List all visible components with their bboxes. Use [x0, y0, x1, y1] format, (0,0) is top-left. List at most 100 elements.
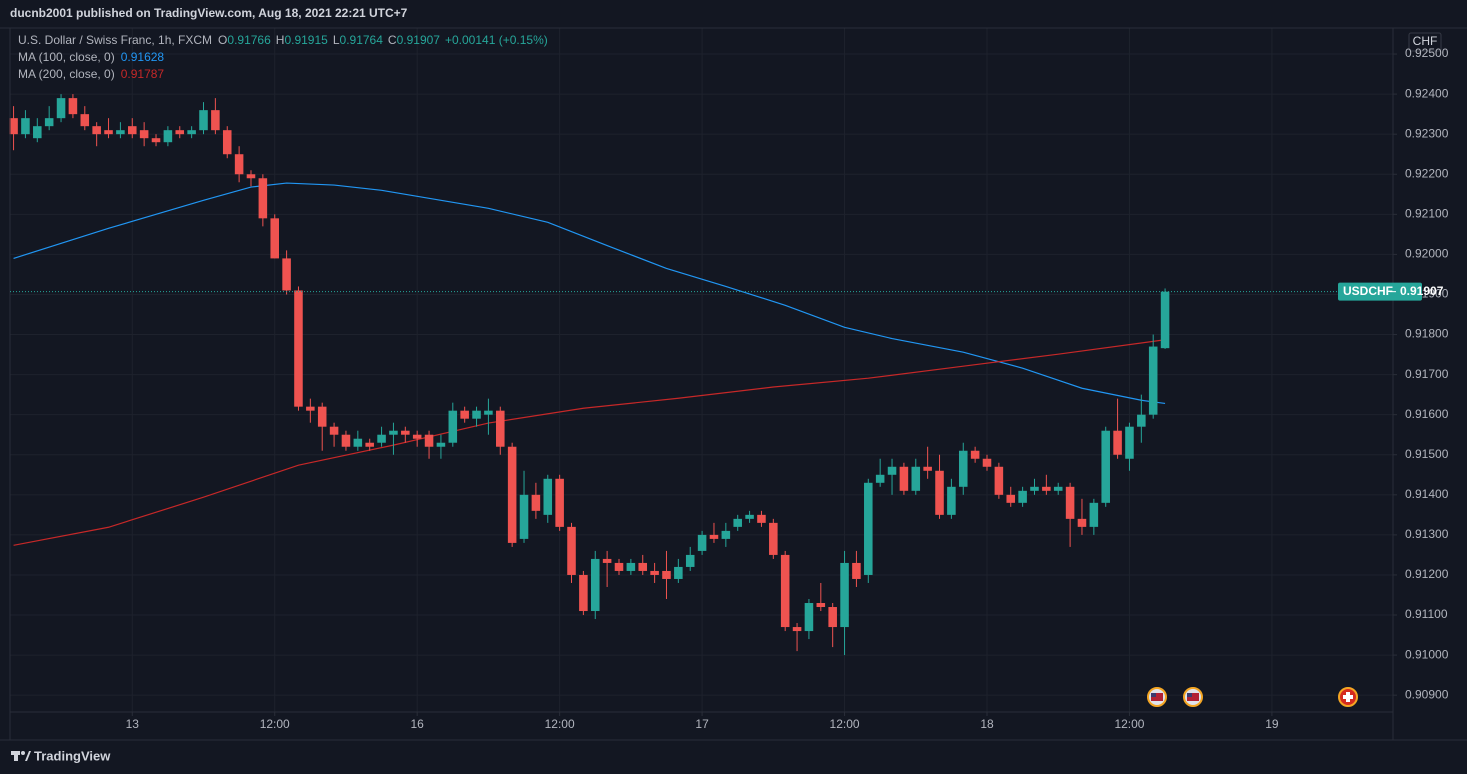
candle-body	[270, 218, 280, 259]
candle-body	[697, 534, 707, 551]
candle-body	[424, 434, 434, 447]
candle-body	[626, 562, 636, 571]
x-tick-label: 12:00	[260, 717, 290, 731]
footer-brand: TradingView	[34, 748, 111, 763]
candle-body	[804, 603, 814, 632]
x-tick-label: 18	[980, 717, 994, 731]
y-tick-label: 0.91000	[1405, 647, 1449, 661]
candle-body	[222, 130, 232, 155]
candle-body	[555, 478, 564, 527]
x-tick-label: 19	[1265, 717, 1279, 731]
x-tick-label: 16	[411, 717, 425, 731]
candle-body	[590, 558, 600, 612]
candle-body	[769, 522, 778, 555]
legend-value: 0.91787	[121, 67, 165, 81]
candle-body	[412, 434, 422, 439]
candle-body	[401, 430, 410, 435]
candle-body	[341, 434, 351, 447]
legend-value: 0.91628	[121, 50, 165, 64]
candle-body	[246, 174, 256, 179]
candle-body	[163, 130, 173, 143]
candle-body	[579, 574, 588, 612]
ma-line	[13, 182, 1166, 405]
y-tick-label: 0.92100	[1405, 206, 1449, 220]
symbol-title: U.S. Dollar / Swiss Franc, 1h, FXCM	[18, 33, 212, 47]
candle-body	[211, 110, 220, 131]
y-tick-label: 0.91200	[1405, 567, 1449, 581]
legend: U.S. Dollar / Swiss Franc, 1h, FXCM O 0.9…	[18, 33, 548, 81]
candle-body	[116, 130, 125, 135]
candle-body	[709, 534, 719, 539]
candle-body	[970, 450, 980, 459]
ma-lines	[13, 182, 1166, 546]
candle-body	[1065, 486, 1075, 519]
candle-body	[496, 410, 505, 447]
price-tag-value: 0.91907	[1400, 284, 1444, 298]
ohlc-label: O	[218, 33, 227, 47]
x-tick-label: 13	[126, 717, 140, 731]
candle-body	[614, 562, 624, 571]
event-icons	[1147, 687, 1358, 707]
candle-body	[472, 410, 481, 419]
candle-body	[780, 554, 790, 628]
x-tick-label: 12:00	[830, 717, 860, 731]
y-tick-label: 0.91600	[1405, 407, 1449, 421]
candle-body	[199, 110, 208, 131]
ohlc-label: H	[276, 33, 285, 47]
candle-body	[1125, 426, 1134, 459]
candle-body	[317, 406, 327, 427]
candle-body	[92, 126, 101, 135]
candle-body	[1101, 430, 1110, 503]
candle-body	[958, 450, 968, 487]
y-tick-label: 0.91100	[1405, 607, 1448, 621]
logo-part	[14, 751, 18, 761]
candle-body	[68, 98, 78, 115]
candle-body	[1137, 414, 1146, 427]
candle-body	[353, 438, 363, 447]
y-tick-label: 0.92300	[1405, 126, 1449, 140]
candle-body	[21, 118, 30, 135]
candle-body	[33, 126, 42, 139]
candle-body	[899, 466, 909, 491]
candle-body	[864, 482, 873, 575]
candle-body	[840, 562, 849, 628]
logo-part	[21, 751, 25, 755]
y-tick-label: 0.92000	[1405, 247, 1449, 261]
candle-body	[994, 466, 1004, 495]
candle-body	[816, 603, 826, 608]
ohlc-label: C	[388, 33, 397, 47]
y-tick-label: 0.91700	[1405, 367, 1449, 381]
candle-body	[9, 118, 18, 135]
candle-body	[389, 430, 398, 435]
candle-body	[377, 434, 386, 443]
candle-body	[460, 410, 469, 419]
ohlc-value: 0.91766	[227, 33, 271, 47]
x-tick-label: 17	[695, 717, 709, 731]
candle-body	[828, 607, 837, 628]
flag	[1151, 693, 1163, 701]
y-tick-label: 0.90900	[1405, 687, 1449, 701]
candle-body	[531, 494, 541, 511]
candle-body	[151, 138, 161, 143]
candle-body	[175, 130, 185, 135]
candle-body	[852, 562, 861, 579]
candle-body	[757, 514, 766, 523]
candle-body	[567, 526, 576, 575]
candle-body	[650, 570, 659, 575]
cross	[1343, 695, 1353, 699]
flag	[1187, 693, 1199, 701]
candle-body	[1053, 486, 1063, 491]
candle-body	[507, 446, 517, 543]
candle-body	[519, 494, 529, 539]
change: +0.00141 (+0.15%)	[445, 33, 548, 47]
candle-body	[436, 442, 446, 447]
candle-body	[44, 118, 54, 127]
candle-body	[1077, 518, 1087, 527]
x-tick-label: 12:00	[545, 717, 575, 731]
candle-body	[982, 458, 992, 467]
y-tick-label: 0.92500	[1405, 46, 1449, 60]
candle-body	[1160, 291, 1170, 349]
candle-body	[875, 474, 885, 483]
